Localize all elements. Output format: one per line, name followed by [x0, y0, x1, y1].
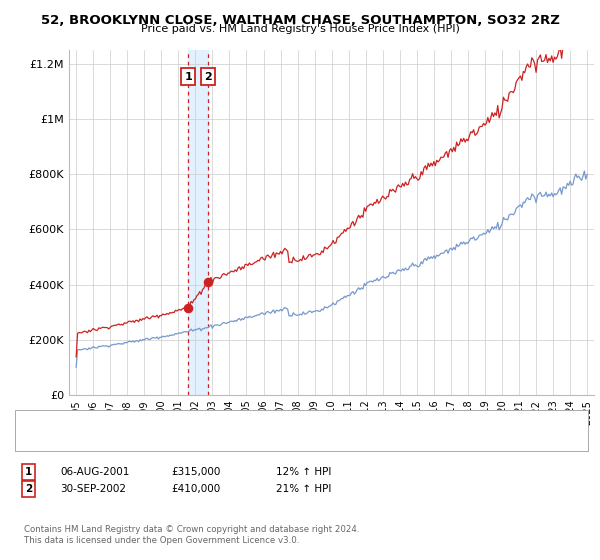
- Text: 1: 1: [25, 467, 32, 477]
- Point: [184, 304, 193, 312]
- Text: 2: 2: [204, 72, 212, 82]
- Text: 2: 2: [25, 484, 32, 494]
- Text: 21% ↑ HPI: 21% ↑ HPI: [276, 484, 331, 494]
- Text: Price paid vs. HM Land Registry's House Price Index (HPI): Price paid vs. HM Land Registry's House …: [140, 24, 460, 34]
- Text: 1: 1: [184, 72, 192, 82]
- Text: 30-SEP-2002: 30-SEP-2002: [60, 484, 126, 494]
- Text: Contains HM Land Registry data © Crown copyright and database right 2024.: Contains HM Land Registry data © Crown c…: [24, 525, 359, 534]
- Text: 52, BROOKLYNN CLOSE, WALTHAM CHASE, SOUTHAMPTON, SO32 2RZ (detached house): 52, BROOKLYNN CLOSE, WALTHAM CHASE, SOUT…: [58, 418, 475, 427]
- Text: £410,000: £410,000: [171, 484, 220, 494]
- Text: £315,000: £315,000: [171, 467, 220, 477]
- Bar: [188, 50, 208, 395]
- Text: 52, BROOKLYNN CLOSE, WALTHAM CHASE, SOUTHAMPTON, SO32 2RZ: 52, BROOKLYNN CLOSE, WALTHAM CHASE, SOUT…: [41, 14, 559, 27]
- Text: This data is licensed under the Open Government Licence v3.0.: This data is licensed under the Open Gov…: [24, 536, 299, 545]
- Text: 12% ↑ HPI: 12% ↑ HPI: [276, 467, 331, 477]
- Text: HPI: Average price, detached house, Winchester: HPI: Average price, detached house, Winc…: [58, 435, 288, 444]
- Text: 06-AUG-2001: 06-AUG-2001: [60, 467, 130, 477]
- Point: [203, 277, 213, 286]
